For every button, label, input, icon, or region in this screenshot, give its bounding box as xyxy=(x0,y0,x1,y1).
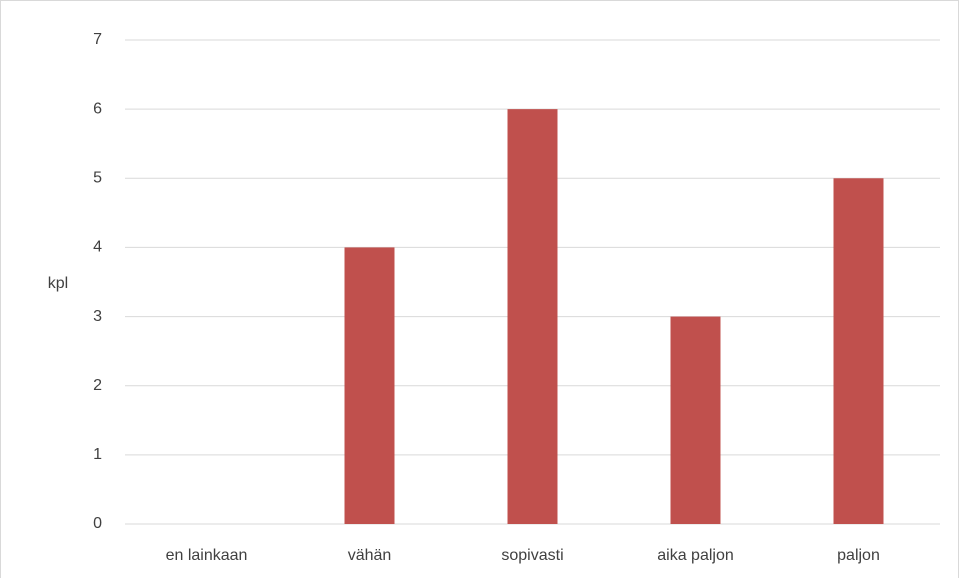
y-tick-label: 3 xyxy=(93,308,102,325)
x-tick-label: aika paljon xyxy=(657,547,734,564)
y-tick-label: 7 xyxy=(93,31,102,48)
y-tick-label: 5 xyxy=(93,170,102,187)
x-tick-label: vähän xyxy=(348,547,392,564)
bar xyxy=(833,178,884,525)
y-tick-label: 1 xyxy=(93,446,102,463)
y-tick-label: 4 xyxy=(93,239,102,256)
bar xyxy=(507,109,558,525)
bar xyxy=(344,247,395,524)
y-tick-label: 0 xyxy=(93,515,102,532)
y-axis-label: kpl xyxy=(48,275,68,292)
x-tick-label: paljon xyxy=(837,547,880,564)
x-tick-label: sopivasti xyxy=(501,547,563,564)
y-tick-label: 2 xyxy=(93,377,102,394)
x-tick-label: en lainkaan xyxy=(166,547,248,564)
y-tick-label: 6 xyxy=(93,100,102,117)
bar xyxy=(670,316,721,524)
